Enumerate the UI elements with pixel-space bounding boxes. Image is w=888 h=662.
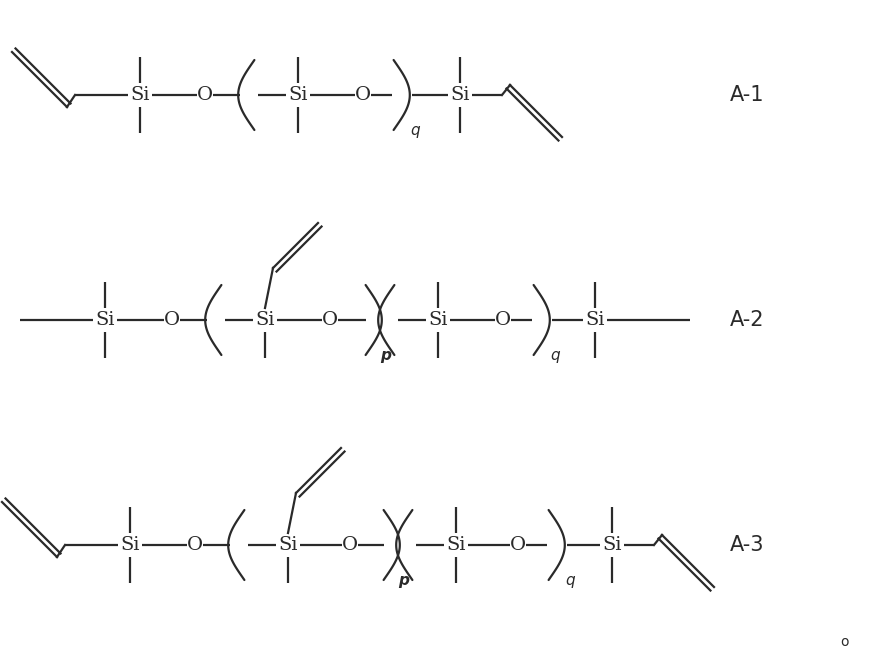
- Text: Si: Si: [255, 311, 274, 329]
- Text: A-1: A-1: [730, 85, 765, 105]
- Text: A-2: A-2: [730, 310, 765, 330]
- Text: O: O: [495, 311, 511, 329]
- Text: Si: Si: [120, 536, 139, 554]
- Text: O: O: [197, 86, 213, 104]
- Text: p: p: [380, 348, 391, 363]
- Text: O: O: [510, 536, 526, 554]
- Text: Si: Si: [585, 311, 605, 329]
- Text: Si: Si: [289, 86, 308, 104]
- Text: Si: Si: [428, 311, 448, 329]
- Text: O: O: [187, 536, 203, 554]
- Text: p: p: [398, 573, 408, 588]
- Text: Si: Si: [278, 536, 297, 554]
- Text: q: q: [550, 348, 559, 363]
- Text: Si: Si: [95, 311, 115, 329]
- Text: O: O: [164, 311, 180, 329]
- Text: O: O: [322, 311, 338, 329]
- Text: o: o: [840, 635, 849, 649]
- Text: O: O: [355, 86, 371, 104]
- Text: A-3: A-3: [730, 535, 765, 555]
- Text: Si: Si: [131, 86, 150, 104]
- Text: Si: Si: [447, 536, 465, 554]
- Text: q: q: [410, 123, 420, 138]
- Text: O: O: [342, 536, 358, 554]
- Text: Si: Si: [602, 536, 622, 554]
- Text: Si: Si: [450, 86, 470, 104]
- Text: q: q: [565, 573, 575, 588]
